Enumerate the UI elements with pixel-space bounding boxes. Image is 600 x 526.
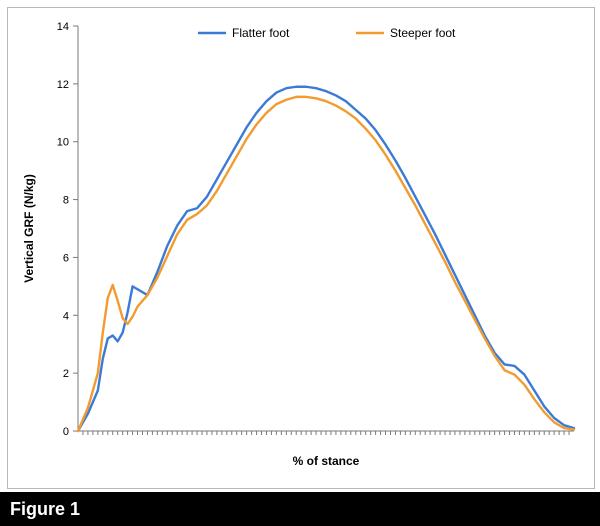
y-tick-label: 12: [57, 79, 69, 91]
y-tick-label: 4: [63, 310, 69, 322]
series-line: [78, 97, 574, 431]
legend-label: Steeper foot: [390, 26, 456, 40]
y-tick-label: 2: [63, 368, 69, 380]
y-tick-label: 10: [57, 137, 69, 149]
y-tick-label: 14: [57, 21, 69, 33]
y-tick-label: 0: [63, 426, 69, 438]
series-line: [78, 87, 574, 431]
y-tick-label: 6: [63, 252, 69, 264]
chart-panel: 0 2 4 6 8 10 12 14 % of stance Vertical GRF (N/kg…: [7, 7, 595, 489]
caption-bar: Figure 1: [0, 492, 600, 526]
y-tick-label: 8: [63, 195, 69, 207]
figure-caption: Figure 1: [10, 499, 80, 520]
line-chart: 0 2 4 6 8 10 12 14 % of stance Vertical GRF (N/kg…: [8, 8, 594, 488]
y-axis-title: Vertical GRF (N/kg): [22, 174, 36, 283]
figure-container: 0 2 4 6 8 10 12 14 % of stance Vertical GRF (N/kg…: [0, 0, 600, 526]
x-axis-title: % of stance: [293, 454, 360, 468]
legend-label: Flatter foot: [232, 26, 290, 40]
